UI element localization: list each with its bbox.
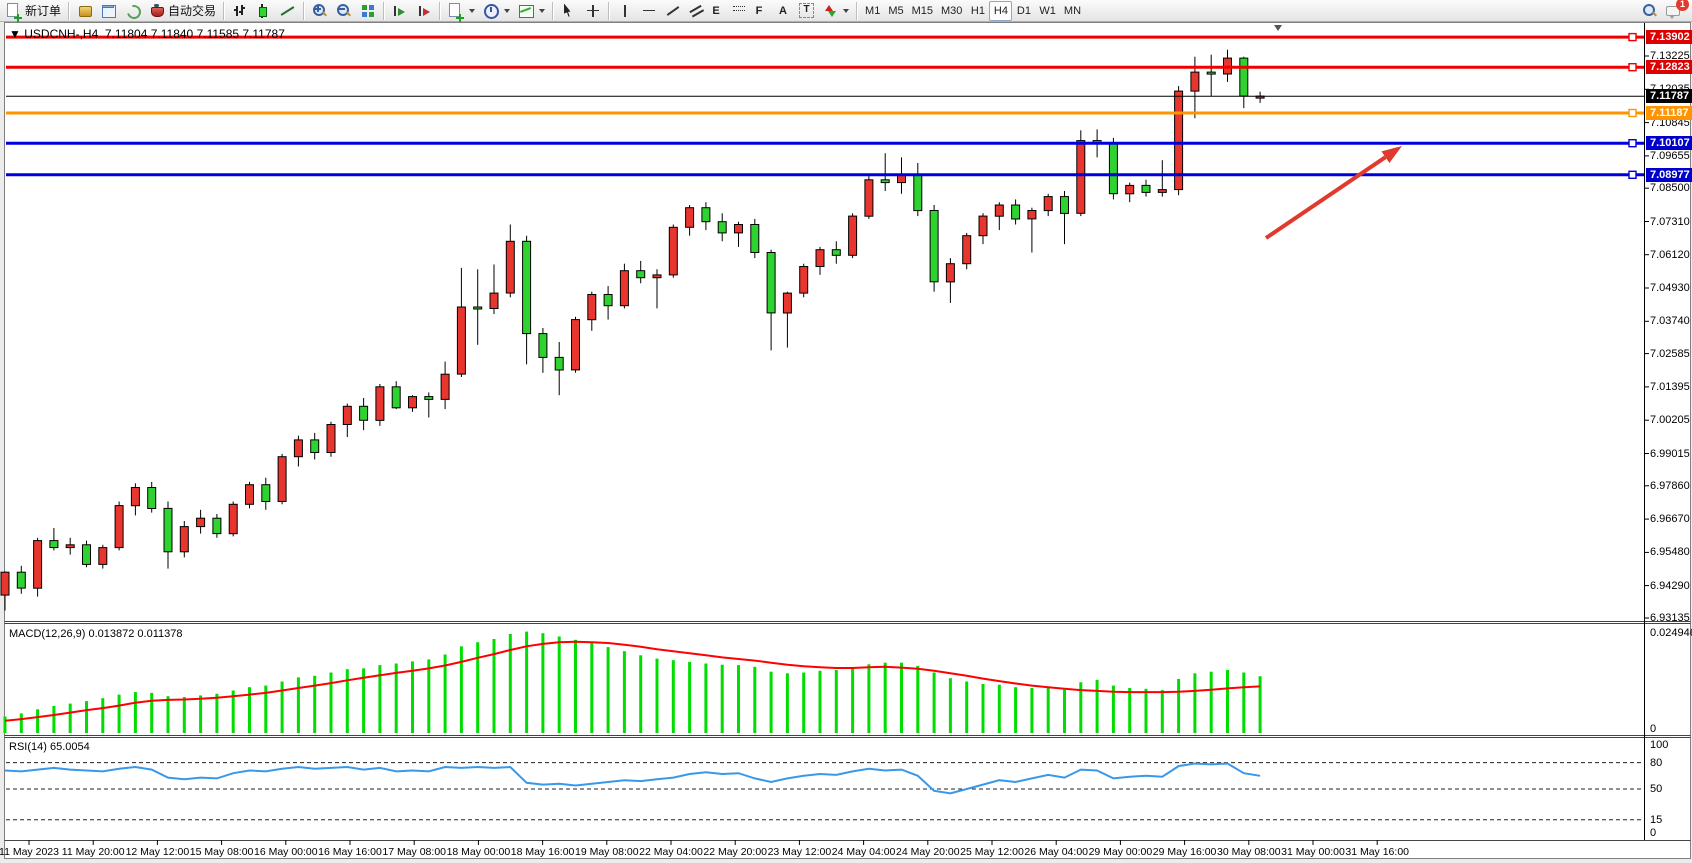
- channel-icon: [689, 3, 705, 19]
- timeframe-m15-button[interactable]: M15: [908, 1, 937, 21]
- channel-glyph: E: [712, 4, 720, 17]
- timeframe-d1-button[interactable]: D1: [1012, 1, 1035, 21]
- crosshair-button[interactable]: [581, 1, 605, 21]
- market-watch-button[interactable]: [73, 1, 97, 21]
- chart-shift-button[interactable]: [412, 1, 436, 21]
- toolbar-separator: [303, 1, 306, 20]
- chevron-down-icon[interactable]: [504, 8, 511, 13]
- timeframe-w1-button[interactable]: W1: [1035, 1, 1060, 21]
- timeframe-m1-label: M1: [865, 4, 881, 17]
- trendline-button[interactable]: [661, 1, 685, 21]
- toolbar-separator: [223, 1, 226, 20]
- timeframe-m30-button[interactable]: M30: [937, 1, 966, 21]
- search-button[interactable]: [1638, 1, 1662, 21]
- timeframe-w1-label: W1: [1039, 4, 1056, 17]
- search-icon: [1642, 3, 1658, 19]
- navigator-icon: [125, 3, 141, 19]
- templates-button[interactable]: [514, 1, 549, 21]
- chevron-down-icon[interactable]: [469, 8, 476, 13]
- toolbar-separator: [552, 1, 555, 20]
- toolbar-separator: [68, 1, 71, 20]
- vertical-line-icon: [617, 3, 633, 19]
- text-button[interactable]: A: [771, 1, 795, 21]
- indicators-button[interactable]: [444, 1, 479, 22]
- templates-icon: [518, 3, 535, 19]
- chart-shift-icon: [416, 3, 432, 19]
- timeframe-m1-button[interactable]: M1: [861, 1, 884, 21]
- line-chart-button[interactable]: [276, 1, 300, 21]
- timeframe-m5-label: M5: [888, 4, 904, 17]
- timeframe-h1-button[interactable]: H1: [966, 1, 989, 21]
- main-toolbar: 新订单 自动交易 E F A T M1 M5 M15 M30 H1 H4 D1 W1 MN 1: [0, 0, 1692, 22]
- zoom-out-button[interactable]: [332, 1, 356, 21]
- timeframe-mn-label: MN: [1063, 4, 1082, 17]
- toolbar-separator: [383, 1, 386, 20]
- bar-chart-icon: [232, 3, 248, 19]
- new-order-icon: [6, 2, 22, 22]
- navigator-button[interactable]: [121, 1, 145, 21]
- arrows-icon: [822, 3, 838, 19]
- cursor-icon: [561, 3, 577, 19]
- fibonacci-icon: [732, 3, 748, 19]
- timeframe-m15-label: M15: [911, 4, 933, 17]
- fibonacci-glyph: F: [755, 4, 763, 17]
- notifications-button[interactable]: 1: [1662, 0, 1689, 21]
- data-window-icon: [101, 3, 117, 19]
- trendline-icon: [665, 3, 681, 19]
- autotrading-button-label: 自动交易: [168, 4, 217, 18]
- autotrading-button[interactable]: 自动交易: [145, 1, 220, 21]
- new-order-button-label: 新订单: [25, 4, 62, 18]
- periods-icon: [483, 3, 500, 19]
- auto-scroll-icon: [392, 3, 408, 19]
- timeframe-h1-label: H1: [970, 4, 985, 17]
- vline-button[interactable]: [613, 1, 637, 21]
- hline-button[interactable]: [637, 1, 661, 21]
- timeframe-mn-button[interactable]: MN: [1060, 1, 1085, 21]
- cursor-button[interactable]: [557, 1, 581, 21]
- label-tool-icon: T: [799, 3, 815, 18]
- chevron-down-icon[interactable]: [843, 8, 850, 13]
- arrows-button[interactable]: [818, 1, 853, 21]
- line-chart-icon: [280, 3, 296, 19]
- zoom-out-icon: [336, 3, 352, 19]
- timeframe-m5-button[interactable]: M5: [884, 1, 907, 21]
- auto-scroll-button[interactable]: [388, 1, 412, 21]
- timeframe-d1-label: D1: [1016, 4, 1031, 17]
- timeframe-m30-label: M30: [941, 4, 963, 17]
- chat-icon: [1666, 3, 1682, 19]
- channel-button[interactable]: E: [685, 1, 728, 21]
- market-watch-icon: [77, 3, 93, 19]
- autotrading-icon: [149, 3, 165, 19]
- toolbar-separator: [608, 1, 611, 20]
- candlestick-icon: [256, 3, 272, 19]
- zoom-in-icon: [312, 3, 328, 19]
- chevron-down-icon[interactable]: [539, 8, 546, 13]
- timeframe-h4-label: H4: [993, 4, 1008, 17]
- indicators-icon: [448, 2, 465, 22]
- data-window-button[interactable]: [97, 1, 121, 21]
- periods-button[interactable]: [479, 1, 514, 21]
- horizontal-line-icon: [641, 3, 657, 19]
- toolbar-separator: [856, 1, 859, 20]
- candlestick-button[interactable]: [252, 1, 276, 21]
- tile-windows-button[interactable]: [356, 1, 380, 21]
- fibonacci-button[interactable]: F: [728, 1, 771, 21]
- timeframe-h4-button[interactable]: H4: [989, 0, 1013, 21]
- crosshair-icon: [585, 3, 601, 19]
- label-button[interactable]: T: [795, 1, 818, 21]
- zoom-in-button[interactable]: [308, 1, 332, 21]
- tile-windows-icon: [360, 3, 376, 19]
- toolbar-separator: [439, 1, 442, 20]
- bar-chart-button[interactable]: [228, 1, 252, 21]
- text-tool-icon: A: [779, 4, 787, 17]
- new-order-button[interactable]: 新订单: [2, 1, 65, 22]
- notification-badge: 1: [1676, 0, 1689, 11]
- toolbar-right-group: 1: [1638, 0, 1690, 21]
